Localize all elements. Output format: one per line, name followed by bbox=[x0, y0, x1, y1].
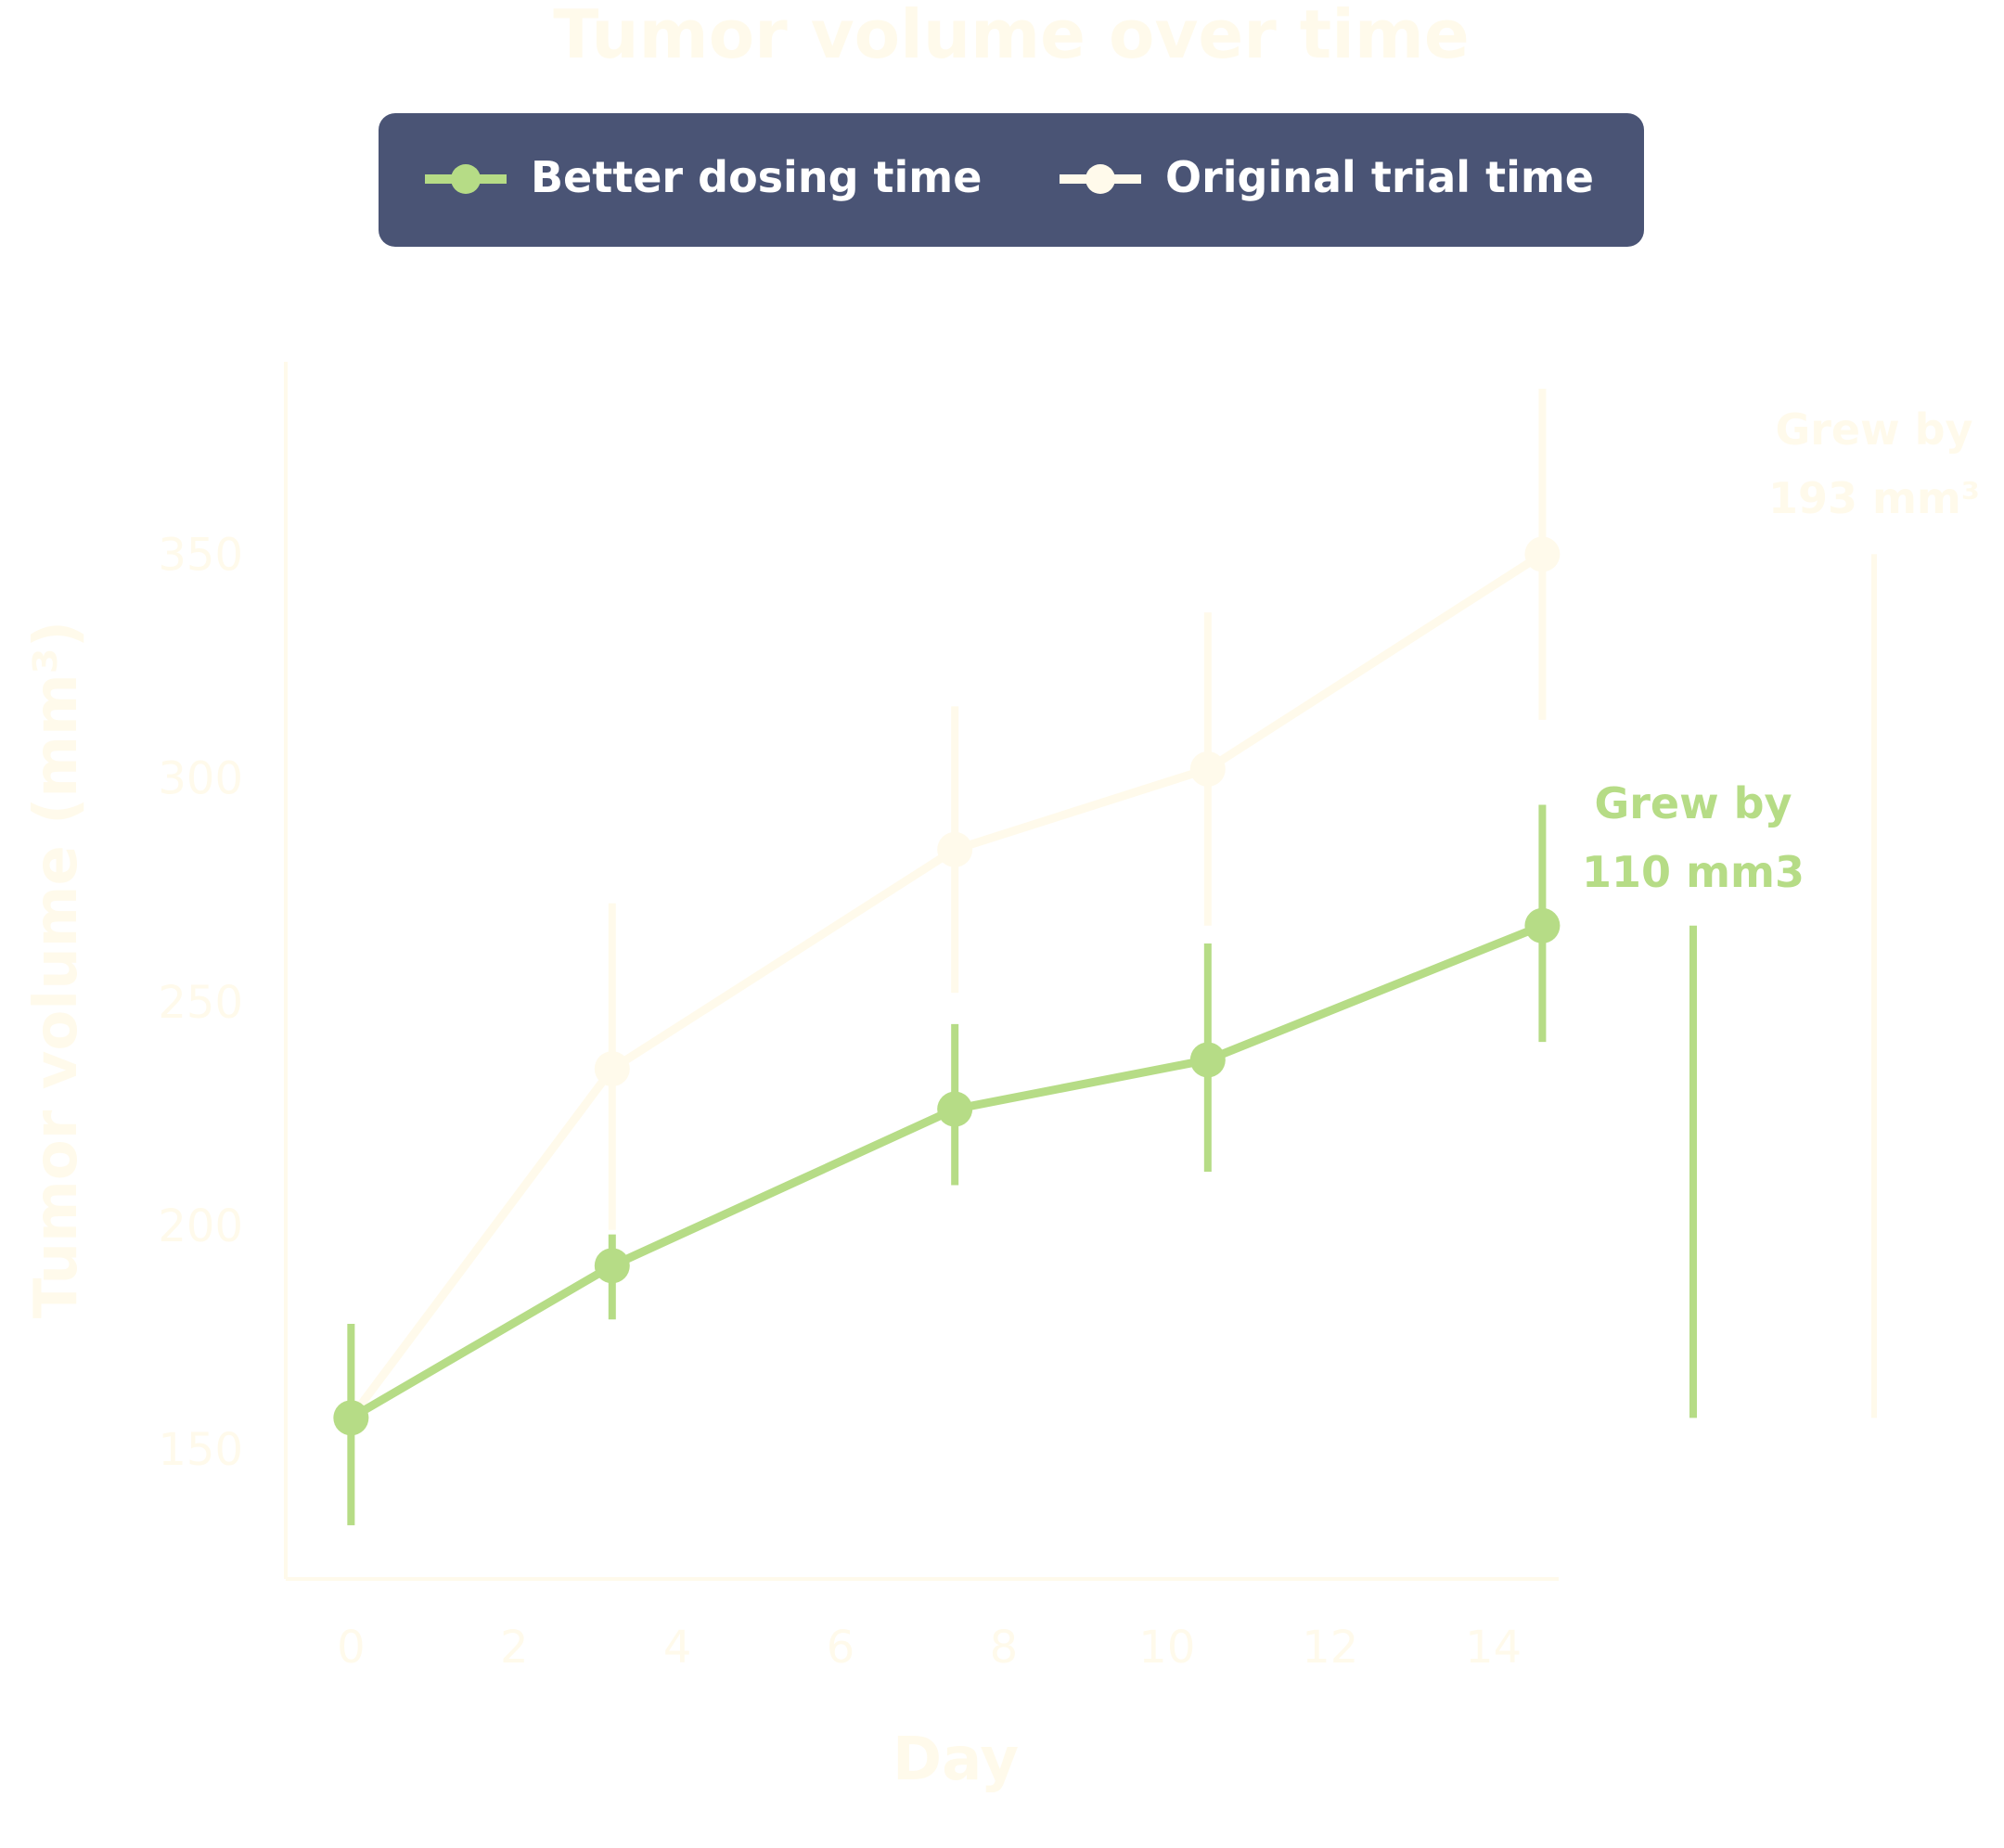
legend-box bbox=[379, 113, 1644, 247]
y-axis-label: Tumor volume (mm³) bbox=[22, 621, 91, 1318]
data-point-original bbox=[1189, 751, 1226, 787]
legend-label-better: Better dosing time bbox=[531, 152, 982, 202]
annotation-better: Grew by 110 mm3 bbox=[1582, 778, 1805, 1418]
y-axis: 150 200 250 300 350 Tumor volume (mm³) bbox=[22, 362, 288, 1579]
y-tick-label: 350 bbox=[158, 529, 243, 581]
legend-label-original: Original trial time bbox=[1165, 152, 1594, 202]
y-tick-label: 300 bbox=[158, 753, 243, 805]
x-tick-label: 8 bbox=[990, 1622, 1019, 1674]
legend-item-better: Better dosing time bbox=[425, 152, 982, 202]
legend: Better dosing time Original trial time bbox=[379, 113, 1644, 247]
legend-marker-original bbox=[1086, 164, 1115, 194]
x-tick-label: 2 bbox=[500, 1622, 529, 1674]
annotation-original-line2: 193 mm³ bbox=[1768, 473, 1980, 523]
data-point-original bbox=[1524, 536, 1561, 572]
x-tick-label: 14 bbox=[1465, 1622, 1522, 1674]
x-tick-labels: 0 2 4 6 8 10 12 14 bbox=[337, 1622, 1522, 1674]
y-tick-label: 250 bbox=[158, 977, 243, 1029]
y-tick-labels: 150 200 250 300 350 bbox=[158, 529, 243, 1476]
series-line-better bbox=[349, 921, 1545, 1422]
series-better bbox=[333, 804, 1561, 1526]
x-tick-label: 12 bbox=[1302, 1622, 1358, 1674]
x-tick-label: 0 bbox=[337, 1622, 366, 1674]
data-point-original bbox=[937, 831, 973, 867]
x-axis-label: Day bbox=[893, 1726, 1019, 1794]
annotation-better-line1: Grew by bbox=[1594, 778, 1792, 828]
data-point-better bbox=[1524, 907, 1561, 943]
data-point-better bbox=[333, 1400, 369, 1436]
annotation-better-line2: 110 mm3 bbox=[1582, 847, 1805, 897]
data-point-original bbox=[594, 1051, 630, 1087]
data-point-better bbox=[1189, 1042, 1226, 1078]
annotation-original-line1: Grew by bbox=[1775, 404, 1972, 455]
legend-marker-better bbox=[451, 164, 481, 194]
y-tick-label: 150 bbox=[158, 1424, 243, 1476]
x-axis: 0 2 4 6 8 10 12 14 Day bbox=[286, 1577, 1559, 1794]
x-tick-label: 4 bbox=[663, 1622, 692, 1674]
series-line-original bbox=[347, 550, 1545, 1421]
data-point-better bbox=[594, 1248, 630, 1284]
annotation-original: Grew by 193 mm³ bbox=[1768, 404, 1980, 1418]
data-point-better bbox=[937, 1091, 973, 1127]
y-tick-label: 200 bbox=[158, 1200, 243, 1252]
chart-title: Tumor volume over time bbox=[553, 0, 1470, 73]
x-tick-label: 10 bbox=[1138, 1622, 1195, 1674]
series-original bbox=[333, 388, 1561, 1526]
plot-area bbox=[333, 388, 1561, 1526]
legend-item-original: Original trial time bbox=[1060, 152, 1594, 202]
x-tick-label: 6 bbox=[827, 1622, 855, 1674]
